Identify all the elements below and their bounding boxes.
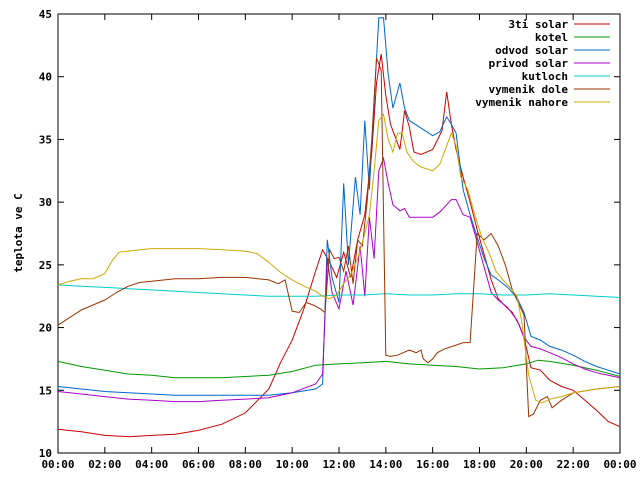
legend-label: vymenik dole (489, 83, 569, 96)
series-line-kotel (57, 359, 621, 379)
series-lines (57, 17, 621, 438)
series-line-kutloch (57, 284, 621, 298)
legend-label: odvod solar (495, 44, 568, 57)
x-tick-label: 14:00 (369, 458, 402, 471)
y-tick-label: 10 (39, 447, 52, 460)
legend-label: kotel (535, 31, 568, 44)
y-axis-label: teplota ve C (12, 193, 25, 272)
y-tick-label: 35 (39, 133, 52, 146)
x-tick-label: 18:00 (463, 458, 496, 471)
legend-label: privod solar (489, 57, 569, 70)
y-tick-label: 25 (39, 259, 52, 272)
y-tick-label: 30 (39, 196, 52, 209)
y-tick-label: 45 (39, 8, 52, 21)
x-tick-label: 10:00 (276, 458, 309, 471)
x-tick-label: 20:00 (510, 458, 543, 471)
y-tick-label: 20 (39, 322, 52, 335)
x-axis-ticks: 00:00 02:00 04:00 06:00 08:00 10:00 12:00 14:00… (41, 14, 637, 471)
y-axis-ticks: 10 15 20 25 30 35 40 45 (39, 8, 620, 460)
x-tick-label: 08:00 (229, 458, 262, 471)
series-line-vymenik-nahore (57, 113, 621, 404)
x-tick-label: 06:00 (182, 458, 215, 471)
x-tick-label: 00:00 (603, 458, 636, 471)
legend-label: 3ti solar (508, 18, 568, 31)
y-tick-label: 40 (39, 71, 52, 84)
x-tick-label: 22:00 (557, 458, 590, 471)
x-tick-label: 16:00 (416, 458, 449, 471)
x-tick-label: 02:00 (88, 458, 121, 471)
series-line-vymenik-dole (57, 57, 621, 418)
legend-label: vymenik nahore (475, 96, 568, 109)
series-line-odvod-solar (57, 17, 621, 396)
series-line-3ti-solar (57, 54, 621, 438)
series-line-privod-solar (57, 156, 621, 403)
x-tick-label: 00:00 (41, 458, 74, 471)
legend-label: kutloch (522, 70, 568, 83)
y-tick-label: 15 (39, 384, 52, 397)
x-tick-label: 04:00 (135, 458, 168, 471)
x-tick-label: 12:00 (322, 458, 355, 471)
